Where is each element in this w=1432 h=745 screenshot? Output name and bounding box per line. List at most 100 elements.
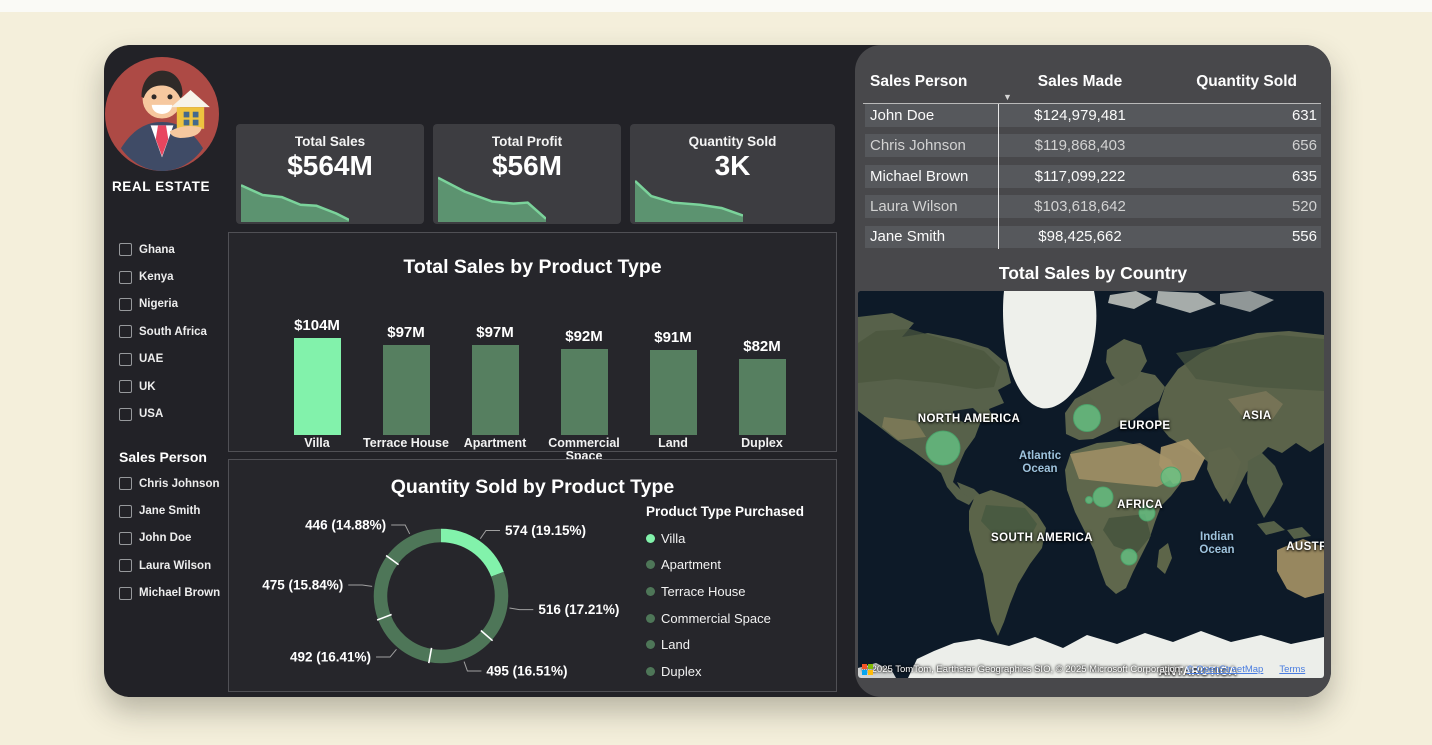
map-bubble-usa[interactable] (925, 430, 961, 466)
right-panel: Sales Person Sales Made Quantity Sold ▼ … (855, 45, 1331, 697)
microsoft-logo-icon (862, 664, 873, 675)
donut-chart-title: Quantity Sold by Product Type (390, 476, 675, 498)
table-row-chris-johnson[interactable]: Chris Johnson $119,868,403 656 (865, 134, 1321, 158)
country-filter-nigeria[interactable]: Nigeria (119, 291, 239, 318)
kpi-label: Total Sales (294, 134, 366, 149)
checkbox-label: Kenya (139, 271, 174, 284)
column-header-sales-made[interactable]: Sales Made (1037, 73, 1123, 90)
bar-apartment[interactable] (471, 344, 519, 435)
map-bubble-kenya[interactable] (1138, 504, 1156, 522)
checkbox-icon[interactable] (119, 407, 132, 421)
checkbox-icon[interactable] (119, 586, 132, 600)
sales-person-filter-laura-wilson[interactable]: Laura Wilson (119, 552, 239, 579)
world-map-canvas (858, 291, 1324, 678)
checkbox-icon[interactable] (119, 380, 132, 394)
cell-quantity-sold: 656 (1291, 137, 1317, 155)
donut-data-label: 475 (15.84%) (262, 578, 343, 593)
table-row-john-doe[interactable]: John Doe $124,979,481 631 (865, 104, 1321, 127)
kpi-card-total-profit[interactable]: Total Profit $56M (433, 124, 621, 224)
checkbox-icon[interactable] (119, 270, 132, 284)
legend-item-commercial-space[interactable]: Commercial Space (646, 605, 831, 632)
bar-duplex[interactable] (738, 358, 786, 435)
donut-segment-divider (480, 629, 494, 642)
kpi-sparkline (241, 168, 349, 222)
country-filter-uk[interactable]: UK (119, 373, 239, 400)
country-filter-list: Ghana Kenya Nigeria South Africa UAE UK USA (119, 236, 239, 428)
country-filter-usa[interactable]: USA (119, 400, 239, 427)
country-filter-kenya[interactable]: Kenya (119, 263, 239, 290)
donut-data-label: 574 (19.15%) (505, 523, 586, 538)
checkbox-label: Nigeria (139, 298, 178, 311)
cell-sales-person: Laura Wilson (870, 198, 958, 216)
legend-dot-icon (646, 613, 655, 623)
bar-land[interactable] (649, 350, 697, 435)
checkbox-icon[interactable] (119, 297, 132, 311)
terms-link[interactable]: Terms (1279, 664, 1306, 675)
checkbox-label: South Africa (139, 325, 207, 338)
legend-item-land[interactable]: Land (646, 631, 831, 658)
legend-item-villa[interactable]: Villa (646, 525, 831, 552)
checkbox-icon[interactable] (119, 504, 132, 518)
bar-commercial-space[interactable] (560, 349, 608, 435)
kpi-value: $564M (287, 150, 373, 181)
checkbox-icon[interactable] (119, 477, 132, 491)
column-header-sales-person[interactable]: Sales Person (870, 73, 968, 90)
donut-segment-apartment[interactable] (481, 571, 509, 641)
top-strip (0, 0, 1432, 12)
donut-legend-title: Product Type Purchased (646, 504, 805, 519)
checkbox-icon[interactable] (119, 352, 132, 366)
table-row-michael-brown[interactable]: Michael Brown $117,099,222 635 (865, 164, 1321, 188)
cell-quantity-sold: 556 (1291, 228, 1317, 246)
map-bubble-uk[interactable] (1073, 404, 1101, 432)
checkbox-label: Laura Wilson (139, 559, 212, 572)
openstreetmap-link[interactable]: © OpenStreetMap (1186, 664, 1264, 675)
sales-person-filter-john-doe[interactable]: John Doe (119, 525, 239, 552)
country-filter-uae[interactable]: UAE (119, 346, 239, 373)
kpi-card-total-sales[interactable]: Total Sales $564M (236, 124, 424, 224)
donut-label-leader-line (463, 661, 482, 672)
legend-item-duplex[interactable]: Duplex (646, 658, 831, 685)
map-bubble-ghana[interactable] (1085, 496, 1093, 504)
map-bubble-uae[interactable] (1160, 466, 1182, 488)
column-header-quantity-sold[interactable]: Quantity Sold (1196, 73, 1297, 90)
bar-terrace-house[interactable] (382, 344, 430, 435)
donut-segment-commercial-space[interactable] (378, 614, 432, 663)
checkbox-icon[interactable] (119, 559, 132, 573)
checkbox-label: UK (139, 380, 156, 393)
bar-category-label: Terrace House (363, 436, 449, 450)
bar-category-label: Apartment (463, 436, 527, 450)
world-map[interactable]: NORTH AMERICA EUROPE ASIA AFRICA SOUTH AMERI… (858, 291, 1324, 678)
cell-quantity-sold: 635 (1291, 167, 1317, 185)
checkbox-icon[interactable] (119, 531, 132, 545)
legend-label: Duplex (661, 663, 702, 679)
sales-person-filter-michael-brown[interactable]: Michael Brown (119, 580, 239, 607)
sales-person-filter-jane-smith[interactable]: Jane Smith (119, 497, 239, 524)
sales-person-filter-title: Sales Person (119, 449, 207, 465)
donut-segment-villa[interactable] (440, 528, 504, 577)
table-row-laura-wilson[interactable]: Laura Wilson $103,618,642 520 (865, 195, 1321, 218)
donut-segment-land[interactable] (373, 556, 398, 620)
map-bubble-south-africa[interactable] (1120, 548, 1138, 566)
sales-person-filter-list: Chris Johnson Jane Smith John Doe Laura Wil… (119, 470, 239, 607)
bar-value-label: $82M (743, 337, 781, 355)
cell-sales-made: $117,099,222 (1034, 167, 1126, 185)
legend-label: Apartment (661, 557, 721, 573)
sort-descending-icon[interactable]: ▼ (1003, 92, 1012, 102)
checkbox-icon[interactable] (119, 325, 132, 339)
donut-segment-duplex[interactable] (386, 528, 442, 565)
map-bubble-nigeria[interactable] (1092, 486, 1114, 508)
country-filter-south-africa[interactable]: South Africa (119, 318, 239, 345)
donut-label-leader-line (479, 529, 500, 539)
legend-item-apartment[interactable]: Apartment (646, 552, 831, 579)
donut-label-leader-line (376, 649, 397, 658)
kpi-card-quantity-sold[interactable]: Quantity Sold 3K (630, 124, 835, 224)
table-row-jane-smith[interactable]: Jane Smith $98,425,662 556 (865, 225, 1321, 249)
country-filter-ghana[interactable]: Ghana (119, 236, 239, 263)
sales-person-filter-chris-johnson[interactable]: Chris Johnson (119, 470, 239, 497)
checkbox-icon[interactable] (119, 243, 132, 257)
kpi-value: $56M (491, 150, 563, 181)
cell-sales-person: John Doe (870, 106, 935, 124)
donut-segment-terrace-house[interactable] (428, 630, 492, 664)
bar-villa[interactable] (293, 338, 341, 435)
legend-item-terrace-house[interactable]: Terrace House (646, 578, 831, 605)
